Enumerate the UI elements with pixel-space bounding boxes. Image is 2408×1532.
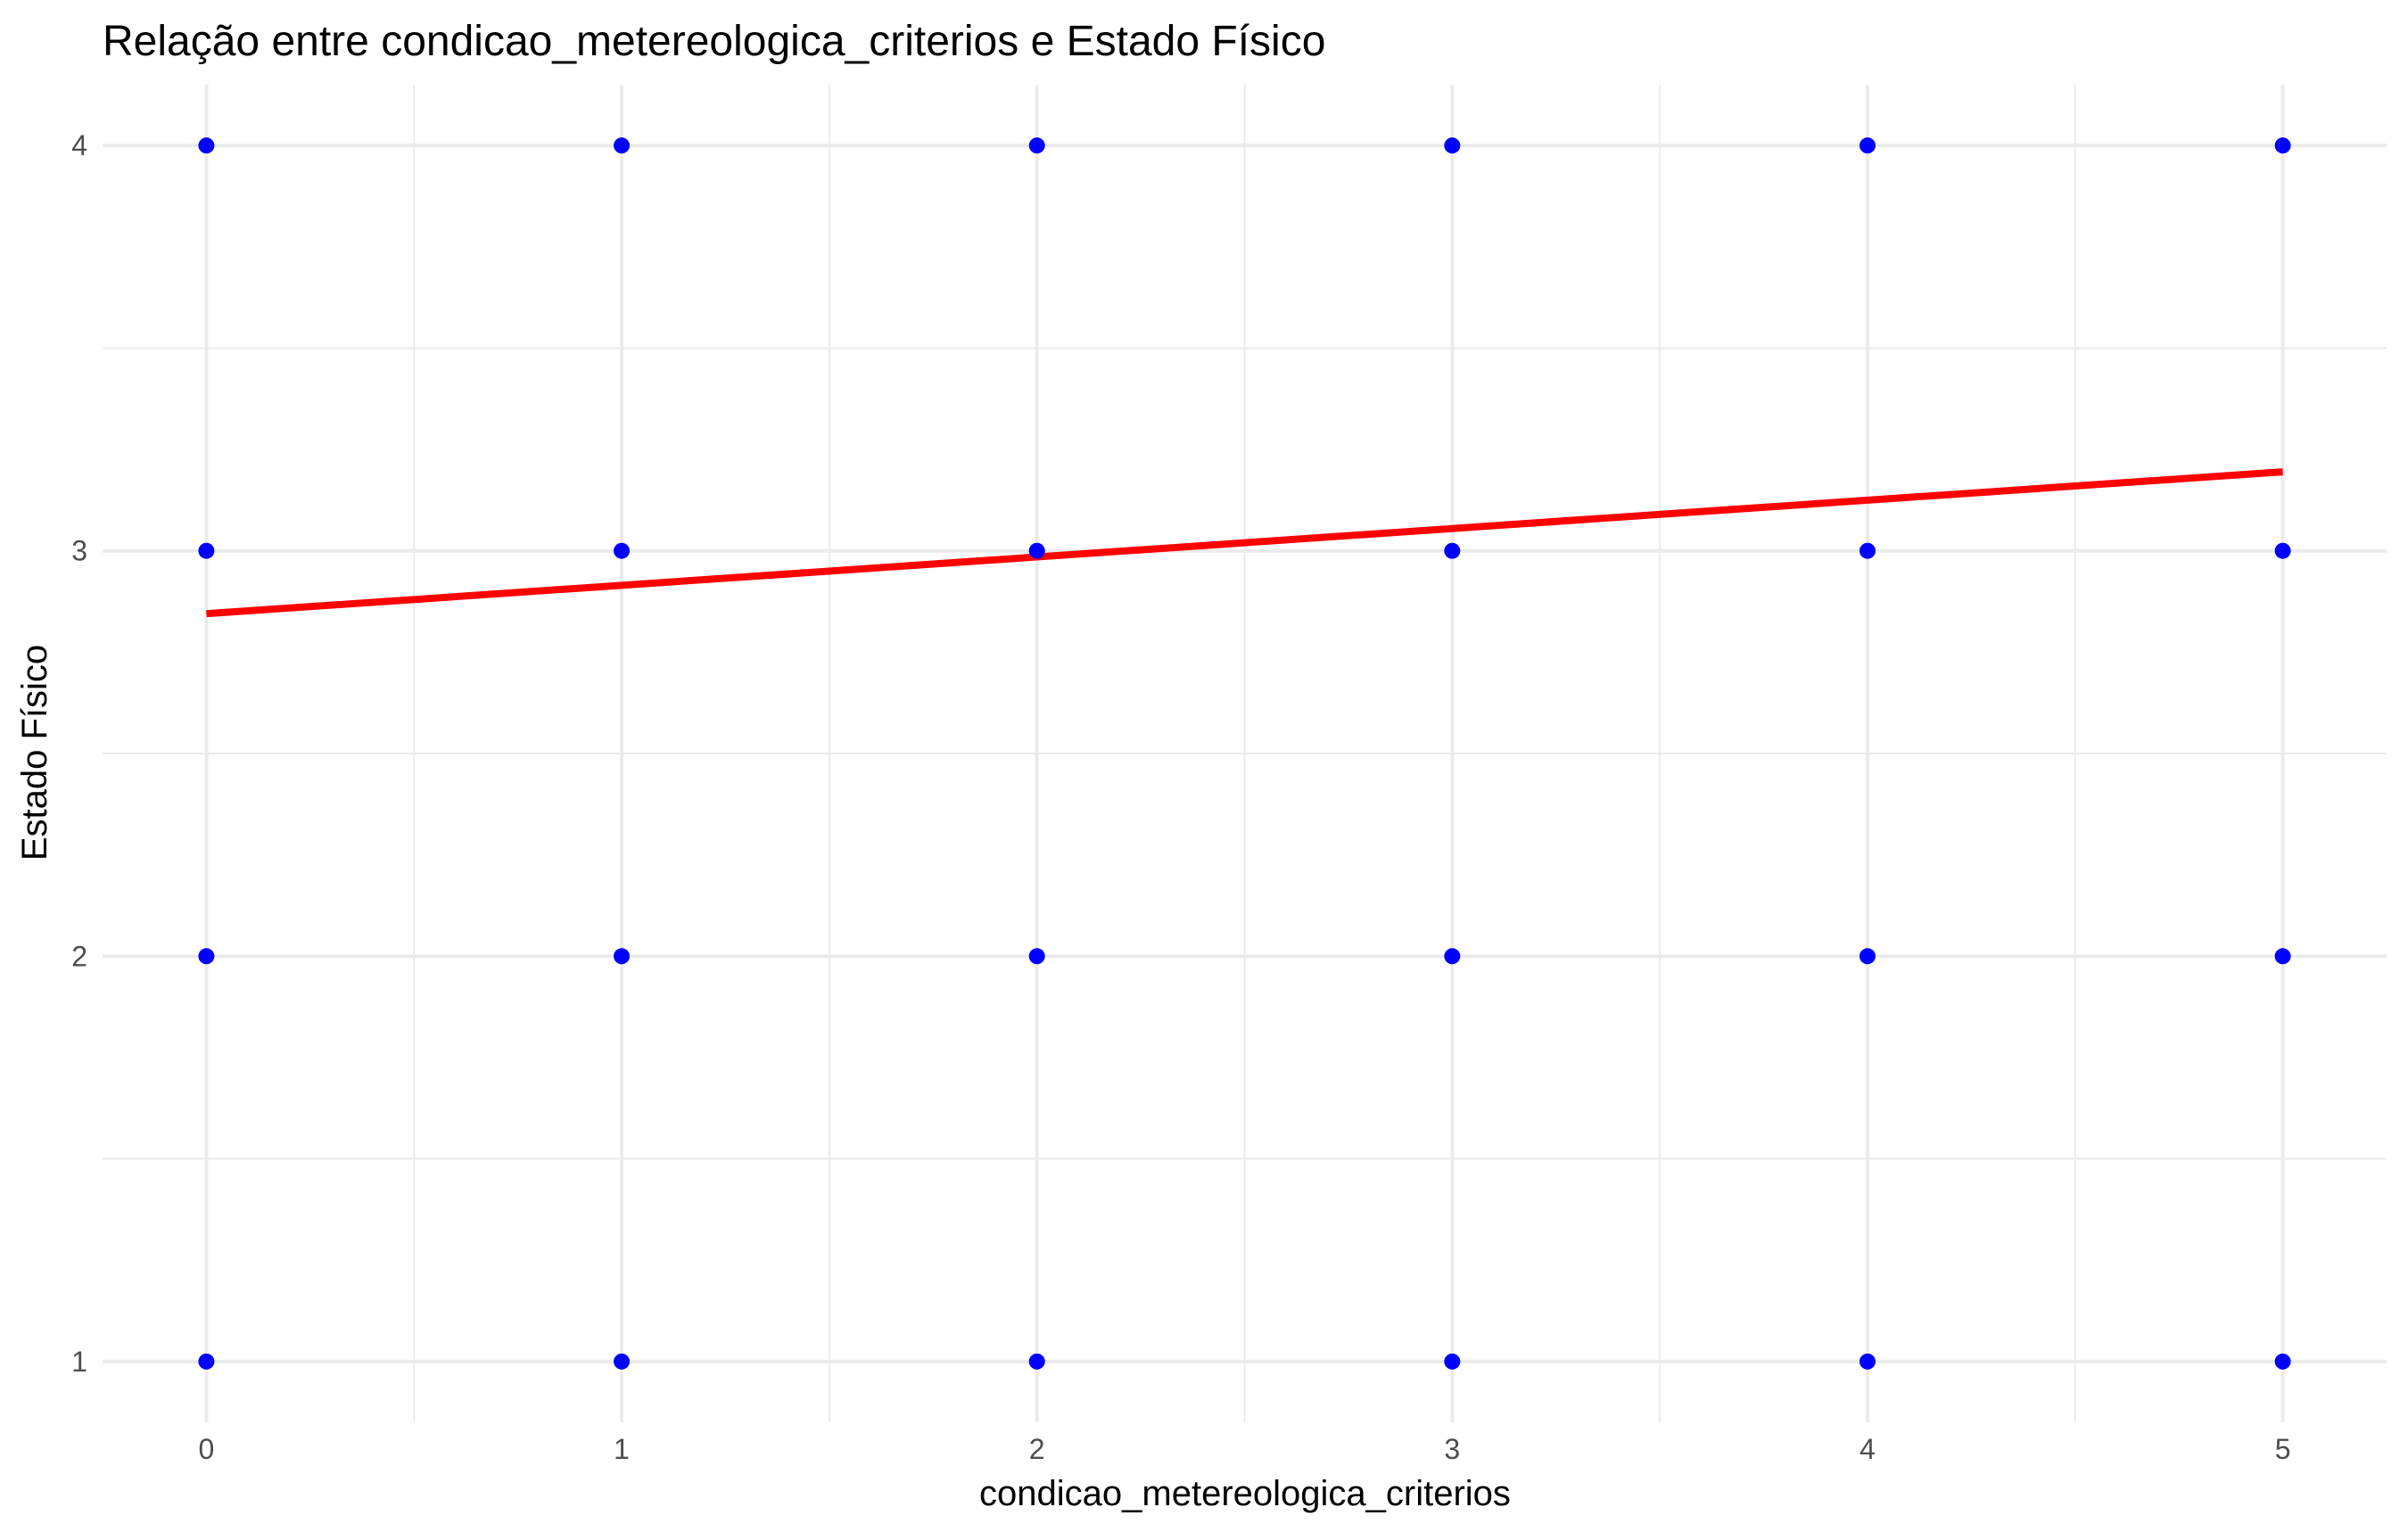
tick-labels: 0 1 2 3 4 5 1 2 3 4 [71, 129, 2290, 1465]
trend-line-layer [206, 468, 2283, 618]
y-tick-label: 4 [71, 129, 87, 161]
data-point [198, 542, 215, 559]
data-point [1444, 542, 1461, 559]
data-point [1859, 1353, 1876, 1370]
data-point [1859, 948, 1876, 965]
x-tick-label: 4 [1860, 1433, 1876, 1465]
data-point [1028, 1353, 1045, 1370]
data-point [2274, 542, 2291, 559]
trend-line [206, 468, 2283, 618]
data-point [1028, 137, 1045, 154]
x-tick-label: 5 [2275, 1433, 2291, 1465]
data-point [1444, 137, 1461, 154]
data-point [198, 948, 215, 965]
y-tick-label: 3 [71, 535, 87, 567]
data-point [1859, 137, 1876, 154]
data-point [1859, 542, 1876, 559]
x-tick-label: 2 [1029, 1433, 1045, 1465]
data-point [1444, 948, 1461, 965]
data-point [614, 542, 631, 559]
data-points-layer [198, 137, 2291, 1370]
data-point [2274, 948, 2291, 965]
x-axis-title: condicao_metereologica_criterios [979, 1474, 1511, 1513]
data-point [1444, 1353, 1461, 1370]
x-tick-label: 3 [1444, 1433, 1460, 1465]
y-axis-title: Estado Físico [15, 645, 54, 861]
data-point [198, 1353, 215, 1370]
chart-title: Relação entre condicao_metereologica_cri… [103, 18, 1325, 65]
data-point [1028, 948, 1045, 965]
x-tick-label: 1 [614, 1433, 630, 1465]
y-tick-label: 2 [71, 940, 87, 972]
x-tick-label: 0 [199, 1433, 215, 1465]
y-tick-label: 1 [71, 1346, 87, 1378]
data-point [614, 1353, 631, 1370]
data-point [614, 948, 631, 965]
major-gridlines [103, 85, 2387, 1422]
data-point [2274, 137, 2291, 154]
minor-gridlines [103, 85, 2387, 1422]
data-point [1028, 542, 1045, 559]
data-point [2274, 1353, 2291, 1370]
data-point [614, 137, 631, 154]
data-point [198, 137, 215, 154]
